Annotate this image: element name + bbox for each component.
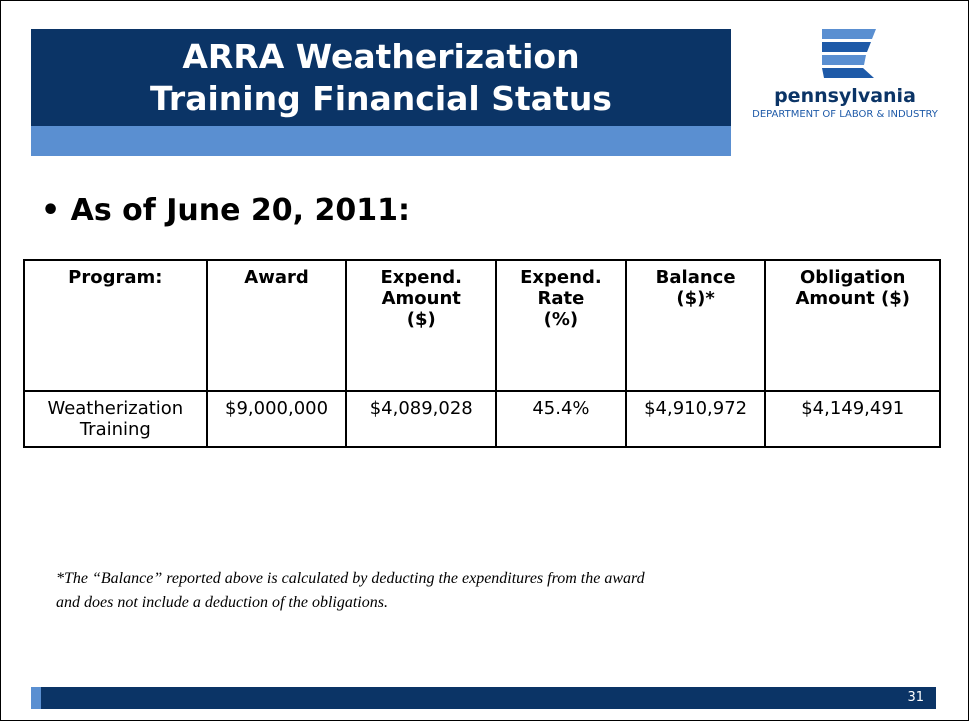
- logo-name: pennsylvania: [774, 85, 916, 107]
- bullet: • As of June 20, 2011:: [41, 193, 410, 228]
- header-cell: Obligation Amount ($): [764, 259, 941, 392]
- title-line: ARRA Weatherization: [182, 36, 580, 76]
- table-cell: $9,000,000: [205, 390, 348, 448]
- bullet-text: As of June 20, 2011:: [70, 193, 410, 228]
- footer-bar: 31: [31, 687, 936, 709]
- header-row: Program: Award Expend. Amount ($) Expend. Rate…: [23, 259, 941, 392]
- header-line: Rate: [537, 288, 585, 309]
- table-row: Weatherization Training $9,000,000 $4,089,…: [23, 390, 941, 448]
- table-cell: Weatherization Training: [23, 390, 208, 448]
- footnote-line: *The “Balance” reported above is calcula…: [56, 570, 645, 587]
- header-line: ($): [406, 309, 436, 330]
- table-cell: $4,149,491: [764, 390, 941, 448]
- header-line: (%): [543, 309, 579, 330]
- title: ARRA Weatherization Training Financial St…: [31, 29, 731, 126]
- table-cell: $4,089,028: [345, 390, 498, 448]
- page-number: 31: [907, 690, 924, 705]
- table: Program: Award Expend. Amount ($) Expend. Rate…: [23, 259, 941, 448]
- title-underbar: [31, 126, 731, 156]
- header-line: Amount ($): [795, 288, 910, 309]
- header-cell: Balance ($)*: [624, 259, 767, 392]
- logo: pennsylvania DEPARTMENT OF LABOR & INDUS…: [734, 27, 964, 127]
- footnote-line: and does not include a deduction of the …: [56, 594, 388, 611]
- header-line: Balance: [655, 267, 736, 288]
- header-line: Program:: [68, 267, 163, 288]
- header-line: Amount: [381, 288, 461, 309]
- header-line: Obligation: [799, 267, 906, 288]
- title-line: Training Financial Status: [150, 78, 612, 118]
- footnote: *The “Balance” reported above is calcula…: [56, 567, 645, 615]
- logo-department: DEPARTMENT OF LABOR & INDUSTRY: [752, 109, 938, 120]
- header-line: Award: [244, 267, 309, 288]
- header-cell: Expend. Amount ($): [345, 259, 498, 392]
- table-cell: 45.4%: [495, 390, 627, 448]
- footer-accent: [31, 687, 41, 709]
- table-cell: $4,910,972: [624, 390, 767, 448]
- logo-icon: [822, 29, 876, 78]
- header-line: Expend.: [520, 267, 602, 288]
- header-cell: Expend. Rate (%): [495, 259, 627, 392]
- header-cell: Award: [205, 259, 348, 392]
- header-line: Expend.: [380, 267, 463, 288]
- header-line: ($)*: [676, 288, 715, 309]
- header-cell: Program:: [23, 259, 208, 392]
